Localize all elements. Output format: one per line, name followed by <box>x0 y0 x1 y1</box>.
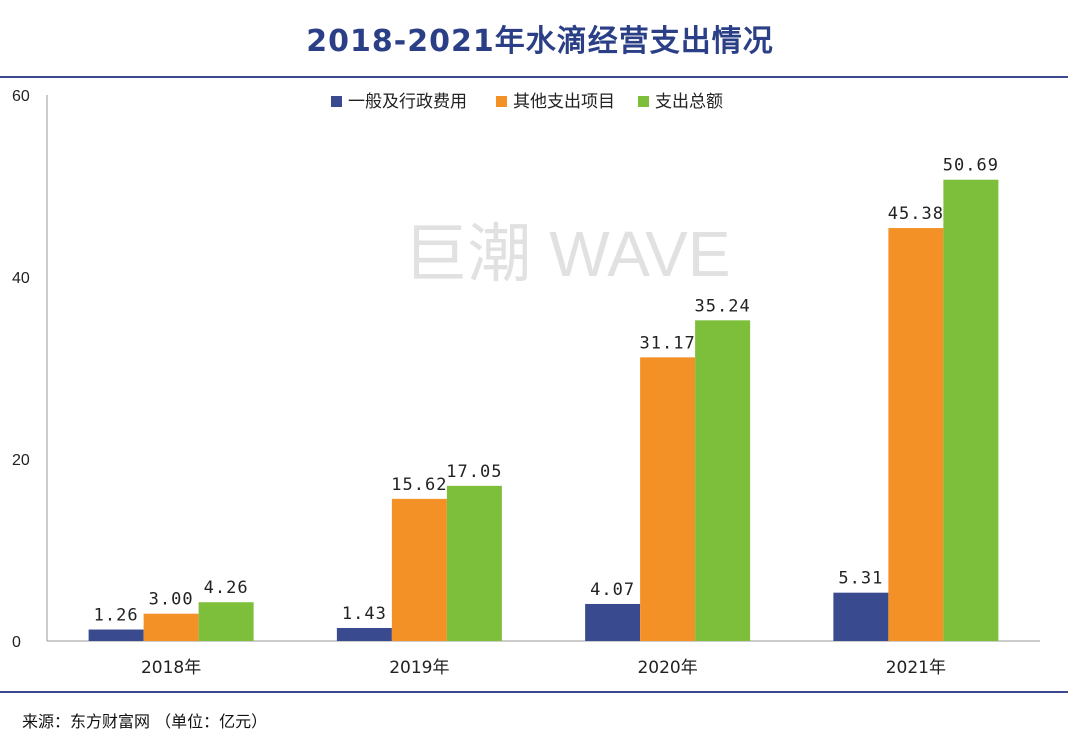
bar <box>888 228 944 642</box>
bar <box>446 485 502 641</box>
data-label: 4.07 <box>590 580 635 600</box>
bar <box>143 613 199 641</box>
bar <box>88 629 144 641</box>
bar <box>833 592 889 641</box>
data-label: 35.24 <box>695 296 751 316</box>
source-note: 来源：东方财富网 （单位：亿元） <box>22 708 267 732</box>
top-divider <box>0 76 1068 78</box>
legend-label: 支出总额 <box>655 92 723 112</box>
x-tick-label: 2018年 <box>141 658 201 678</box>
legend-label: 一般及行政费用 <box>348 92 467 112</box>
bar <box>391 498 447 641</box>
data-label: 5.31 <box>838 569 883 589</box>
data-label: 4.26 <box>204 578 249 598</box>
data-label: 50.69 <box>943 156 999 176</box>
y-tick-label: 60 <box>12 88 30 105</box>
data-label: 45.38 <box>888 204 944 224</box>
x-tick-label: 2021年 <box>886 658 946 678</box>
source-text: 来源：东方财富网 <box>22 712 151 731</box>
legend-swatch <box>638 96 649 107</box>
bar-chart: 巨潮 WAVE 0 20 40 60 2018年 2019年 2020年 2021年 1.26… <box>12 88 1040 678</box>
y-tick-label: 20 <box>12 452 30 469</box>
legend-label: 其他支出项目 <box>513 92 615 112</box>
data-label: 3.00 <box>149 590 194 610</box>
data-label: 1.26 <box>94 606 139 626</box>
x-tick-label: 2019年 <box>389 658 449 678</box>
y-tick-label: 40 <box>12 270 30 287</box>
data-label: 15.62 <box>391 475 447 495</box>
bar <box>336 627 392 641</box>
data-label: 31.17 <box>640 333 696 353</box>
y-tick-label: 0 <box>12 634 21 651</box>
unit-text: （单位：亿元） <box>155 712 268 731</box>
legend-swatch <box>496 96 507 107</box>
bar <box>585 603 641 641</box>
bar <box>695 320 751 641</box>
data-label: 17.05 <box>446 462 502 482</box>
bar <box>640 357 696 641</box>
chart-title: 2018-2021年水滴经营支出情况 <box>306 24 774 59</box>
bar <box>198 602 254 641</box>
data-label: 1.43 <box>342 604 387 624</box>
bottom-divider <box>0 691 1068 693</box>
bar <box>943 179 999 641</box>
watermark: 巨潮 WAVE <box>403 218 730 290</box>
legend-swatch <box>331 96 342 107</box>
x-tick-label: 2020年 <box>637 658 697 678</box>
